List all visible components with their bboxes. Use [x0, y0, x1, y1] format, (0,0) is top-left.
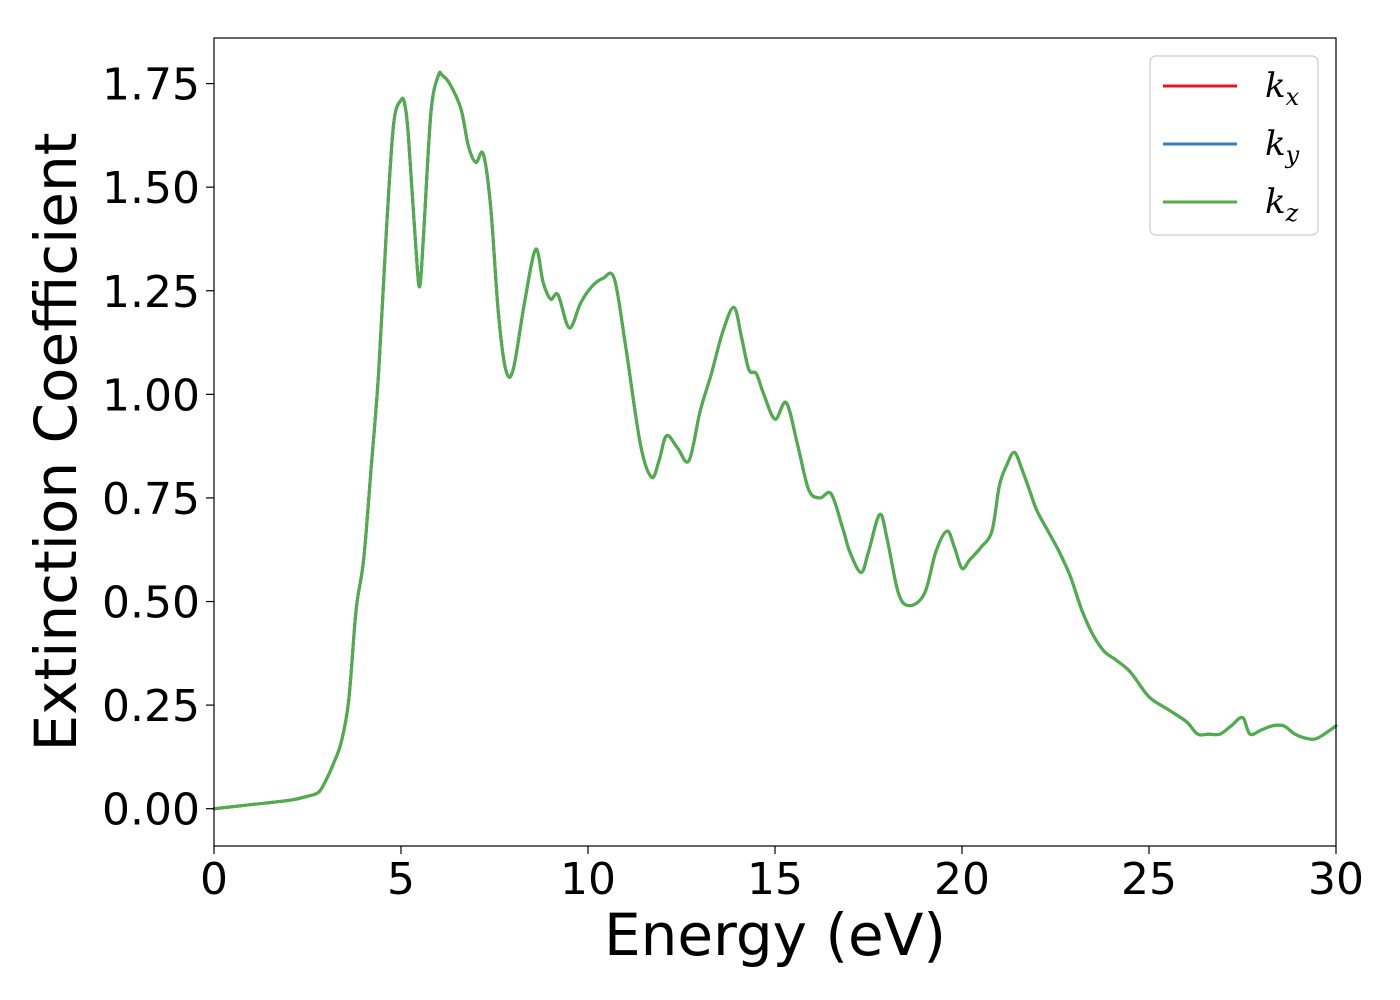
legend-label-main: k [1265, 124, 1286, 164]
y-axis-title: Extinction Coefficient [22, 133, 90, 752]
legend-label-subscript: x [1286, 83, 1300, 111]
series-line-k-z [212, 70, 1338, 811]
x-tick-label: 25 [1121, 854, 1177, 905]
legend-label-subscript: z [1285, 199, 1299, 227]
x-tick-label: 0 [200, 854, 228, 905]
x-axis-title: Energy (eV) [604, 901, 946, 969]
legend-label-k-x: kx [1265, 66, 1300, 111]
y-tick-label: 1.75 [102, 60, 200, 111]
y-tick-label: 0.75 [102, 474, 200, 525]
y-tick-label: 1.50 [102, 163, 200, 214]
legend-label-main: k [1265, 182, 1286, 222]
legend-label-subscript: y [1285, 141, 1300, 169]
y-tick-label: 1.00 [102, 370, 200, 421]
y-tick-label: 0.50 [102, 578, 200, 629]
series-layer [212, 70, 1338, 811]
y-tick-label: 0.25 [102, 681, 200, 732]
x-tick-label: 15 [747, 854, 803, 905]
y-tick-label: 1.25 [102, 267, 200, 318]
x-tick-label: 5 [387, 854, 415, 905]
y-tick-label: 0.00 [102, 785, 200, 836]
x-axis-ticks: 0 5 10 15 20 25 30 [200, 846, 1364, 905]
legend-label-main: k [1265, 66, 1286, 106]
x-tick-label: 20 [934, 854, 990, 905]
x-tick-label: 30 [1308, 854, 1364, 905]
legend-label-k-y: ky [1265, 124, 1300, 169]
legend-label-k-z: kz [1265, 182, 1299, 227]
y-axis-ticks: 0.00 0.25 0.50 0.75 1.00 1.25 1.50 1.75 [102, 60, 214, 836]
x-tick-label: 10 [560, 854, 616, 905]
